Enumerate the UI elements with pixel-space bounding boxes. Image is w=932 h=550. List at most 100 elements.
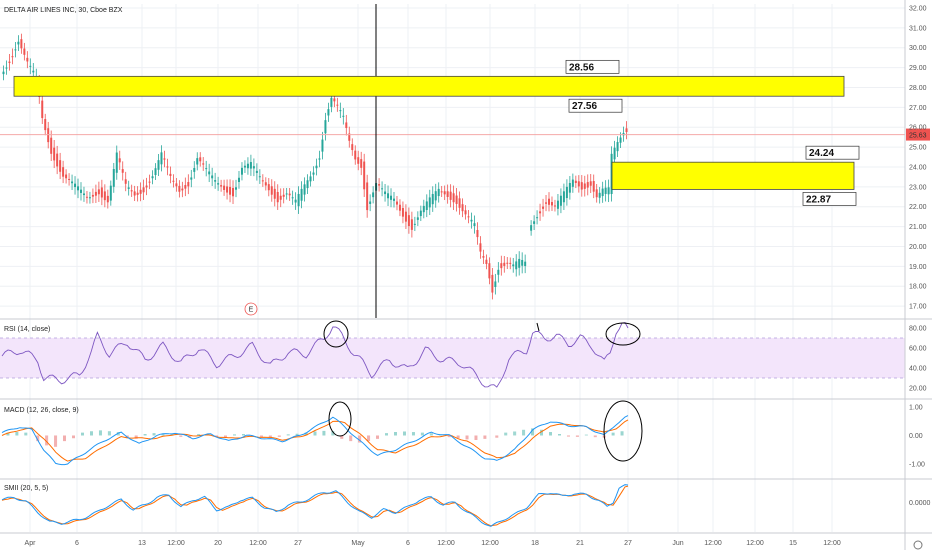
candle-body: [494, 281, 497, 287]
x-tick-label: 6: [75, 540, 79, 547]
candle-body: [506, 262, 509, 264]
rsi-tick-label: 60.00: [909, 346, 927, 353]
price-panel[interactable]: DELTA AIR LINES INC, 30, Cboe BZX 25.63 E: [0, 4, 930, 318]
smii-signal-line: [1, 485, 629, 527]
candle-body: [407, 215, 410, 227]
earnings-marker-icon: [244, 302, 258, 316]
macd-signal-line: [1, 419, 629, 462]
candle-body: [533, 221, 536, 224]
x-tick-label: 13: [138, 540, 146, 547]
candle-body: [384, 191, 387, 195]
smii-title: SMII (20, 5, 5): [4, 485, 48, 492]
candle-body: [68, 178, 71, 180]
candle-body: [434, 191, 437, 201]
zone-top-label: 24.24: [809, 148, 834, 159]
price-tick-label: 23.00: [909, 184, 927, 191]
x-tick-label: 20: [214, 540, 222, 547]
candle-body: [285, 193, 288, 195]
price-tick-label: 24.00: [909, 164, 927, 171]
rsi-circle-annotation: [323, 320, 349, 348]
candle-body: [190, 177, 193, 180]
candle-body: [378, 184, 381, 186]
candle-body: [127, 187, 130, 189]
candle-body: [11, 56, 14, 58]
candle-body: [616, 142, 619, 152]
candle-body: [62, 167, 65, 177]
candle-body: [306, 180, 309, 189]
last-price-label: 25.63: [909, 133, 927, 140]
price-tick-label: 18.00: [909, 284, 927, 291]
candle-body: [339, 110, 342, 112]
candle-body: [372, 192, 375, 198]
candle-body: [607, 187, 610, 195]
candle-body: [32, 70, 35, 73]
candle-body: [26, 57, 29, 62]
candle-body: [276, 191, 279, 203]
candle-body: [491, 274, 494, 293]
candle-body: [315, 165, 318, 169]
candle-body: [449, 191, 452, 200]
candle-body: [324, 120, 327, 134]
rsi-panel[interactable]: RSI (14, close): [0, 321, 905, 388]
resistance-zones[interactable]: 28.56 27.56 24.24 22.87: [13, 59, 860, 206]
candle-body: [485, 259, 488, 265]
candle-body: [184, 185, 187, 189]
candle-body: [398, 204, 401, 211]
candle-body: [354, 150, 357, 160]
candle-body: [464, 210, 467, 215]
candle-body: [187, 182, 190, 187]
candle-body: [142, 187, 145, 193]
candle-body: [601, 188, 604, 197]
candle-body: [518, 258, 521, 268]
price-tick-label: 25.00: [909, 145, 927, 152]
candle-body: [112, 168, 115, 187]
candle-body: [223, 185, 226, 190]
zone-top-label-box: [805, 145, 860, 160]
candle-body: [163, 158, 166, 160]
smii-tick-label: 0.0000: [909, 500, 931, 507]
candle-body: [556, 200, 559, 209]
rsi-tick-label: 20.00: [909, 386, 927, 393]
candle-body: [130, 190, 133, 192]
candle-body: [401, 208, 404, 217]
earnings-marker-label: E: [249, 307, 254, 314]
macd-tick-label: -1.00: [909, 461, 925, 468]
candle-body: [363, 161, 366, 190]
candle-body: [29, 65, 32, 67]
candle-body: [413, 223, 416, 225]
candle-body: [455, 195, 458, 204]
candle-body: [327, 109, 330, 116]
candle-body: [562, 191, 565, 203]
candle-body: [619, 137, 622, 143]
price-tick-label: 30.00: [909, 45, 927, 52]
candle-body: [625, 128, 628, 133]
rsi-tick-annotation: [536, 322, 540, 332]
candle-body: [390, 195, 393, 200]
zone-box: [13, 75, 845, 97]
macd-tick-label: 1.00: [909, 405, 923, 412]
candle-body: [446, 191, 449, 197]
candle-body: [205, 168, 208, 170]
candle-body: [169, 173, 172, 176]
hand-drawn-annotations: [323, 320, 643, 462]
candle-body: [583, 183, 586, 189]
candle-body: [598, 192, 601, 198]
smii-panel[interactable]: SMII (20, 5, 5): [1, 484, 629, 527]
candle-body: [524, 261, 527, 267]
candle-body: [357, 157, 360, 164]
candle-body: [264, 182, 267, 186]
candle-body: [41, 100, 44, 119]
candle-body: [530, 225, 533, 231]
macd-title: MACD (12, 26, close, 9): [4, 407, 79, 414]
candle-body: [202, 163, 205, 165]
candle-body: [294, 199, 297, 203]
candle-body: [118, 158, 121, 163]
price-tick-label: 17.00: [909, 304, 927, 311]
candle-body: [565, 186, 568, 199]
macd-panel[interactable]: MACD (12, 26, close, 9): [1, 407, 629, 466]
price-tick-label: 32.00: [909, 5, 927, 12]
candle-body: [157, 160, 160, 170]
candle-body: [8, 61, 11, 63]
